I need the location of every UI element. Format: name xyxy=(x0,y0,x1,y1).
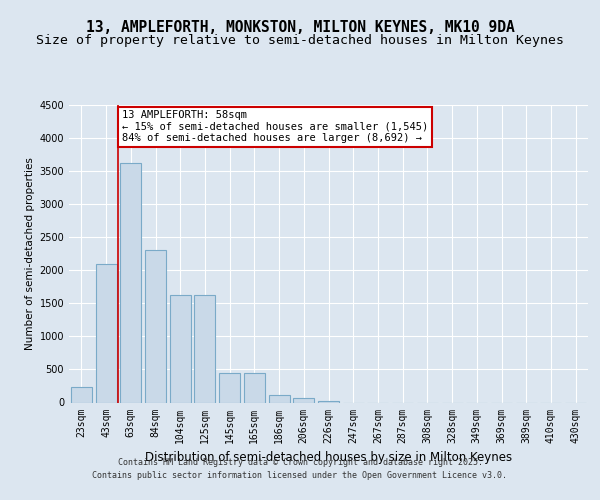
Bar xyxy=(269,395,290,402)
Y-axis label: Number of semi-detached properties: Number of semi-detached properties xyxy=(25,158,35,350)
Text: Size of property relative to semi-detached houses in Milton Keynes: Size of property relative to semi-detach… xyxy=(36,34,564,47)
Bar xyxy=(120,163,141,402)
X-axis label: Distribution of semi-detached houses by size in Milton Keynes: Distribution of semi-detached houses by … xyxy=(145,451,512,464)
Text: Contains public sector information licensed under the Open Government Licence v3: Contains public sector information licen… xyxy=(92,472,508,480)
Bar xyxy=(95,264,116,402)
Bar xyxy=(71,388,92,402)
Bar xyxy=(318,400,339,402)
Bar xyxy=(244,373,265,402)
Bar xyxy=(194,296,215,403)
Bar xyxy=(293,398,314,402)
Text: Contains HM Land Registry data © Crown copyright and database right 2025.: Contains HM Land Registry data © Crown c… xyxy=(118,458,482,467)
Bar xyxy=(145,250,166,402)
Text: 13 AMPLEFORTH: 58sqm
← 15% of semi-detached houses are smaller (1,545)
84% of se: 13 AMPLEFORTH: 58sqm ← 15% of semi-detac… xyxy=(122,110,428,144)
Bar xyxy=(170,296,191,403)
Bar xyxy=(219,373,240,402)
Text: 13, AMPLEFORTH, MONKSTON, MILTON KEYNES, MK10 9DA: 13, AMPLEFORTH, MONKSTON, MILTON KEYNES,… xyxy=(86,20,514,35)
